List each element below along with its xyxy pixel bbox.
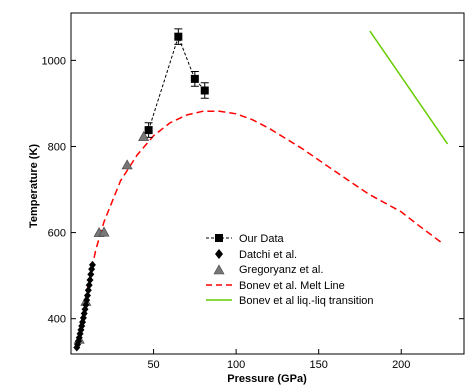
- legend-label-gregoryanz: Gregoryanz et al.: [239, 264, 323, 276]
- y-tick-label: 1000: [42, 55, 66, 67]
- legend-label-our-data: Our Data: [239, 233, 285, 245]
- point-our-data: [174, 32, 183, 41]
- legend-entry-gregoryanz: Gregoryanz et al.: [213, 264, 323, 276]
- y-axis-label: Temperature (K): [28, 144, 40, 228]
- legend-entry-our-data: Our Data: [206, 233, 285, 245]
- series-bonev-et-al-liq-liq-transition: [369, 30, 449, 145]
- legend-marker-our-data: [215, 234, 223, 242]
- point-datchi-et-al: [84, 286, 92, 295]
- point-datchi-et-al: [87, 270, 95, 279]
- y-tick-label: 400: [48, 314, 66, 326]
- point-datchi-et-al: [84, 291, 92, 300]
- x-tick-label: 50: [147, 359, 159, 371]
- point-our-data: [200, 86, 209, 95]
- series-line-bonev-et-al-melt-line: [78, 110, 443, 345]
- point-datchi-et-al: [86, 275, 94, 284]
- legend-entry-bonev-liq: Bonev et al liq.-liq transition: [206, 295, 374, 307]
- legend-entry-datchi: Datchi et al.: [215, 249, 297, 261]
- x-tick-label: 100: [227, 359, 245, 371]
- series-line-bonev-et-al-liq-liq-transition: [369, 30, 449, 145]
- series-bonev-et-al-melt-line: [78, 110, 443, 345]
- legend-entry-bonev-melt: Bonev et al. Melt Line: [206, 280, 345, 292]
- series-line-our-data: [148, 35, 206, 131]
- plot-area: [73, 28, 449, 352]
- x-tick-label: 150: [310, 359, 328, 371]
- x-axis-label: Pressure (GPa): [227, 373, 307, 385]
- y-tick-label: 800: [48, 141, 66, 153]
- point-our-data: [144, 126, 153, 135]
- series-datchi-et-al: [73, 260, 96, 352]
- point-our-data: [190, 74, 199, 83]
- x-tick-label: 200: [392, 359, 410, 371]
- point-gregoryanz-et-al: [138, 130, 150, 141]
- plot-frame: [70, 12, 465, 355]
- y-axis: 400 600 800 1000: [42, 55, 464, 326]
- point-datchi-et-al: [88, 260, 96, 269]
- legend-label-bonev-melt: Bonev et al. Melt Line: [239, 280, 345, 292]
- x-axis: 50 100 150 200: [147, 349, 410, 371]
- point-gregoryanz-et-al: [98, 226, 110, 237]
- point-datchi-et-al: [85, 281, 93, 290]
- legend-marker-datchi: [215, 249, 223, 259]
- series-our-data: [144, 28, 209, 138]
- point-gregoryanz-et-al: [121, 159, 133, 170]
- legend-marker-gregoryanz: [213, 264, 225, 275]
- legend-label-bonev-liq: Bonev et al liq.-liq transition: [239, 295, 374, 307]
- y-tick-label: 600: [48, 228, 66, 240]
- legend: Our Data Datchi et al. Gregoryanz et al.…: [206, 233, 374, 307]
- legend-label-datchi: Datchi et al.: [239, 249, 297, 261]
